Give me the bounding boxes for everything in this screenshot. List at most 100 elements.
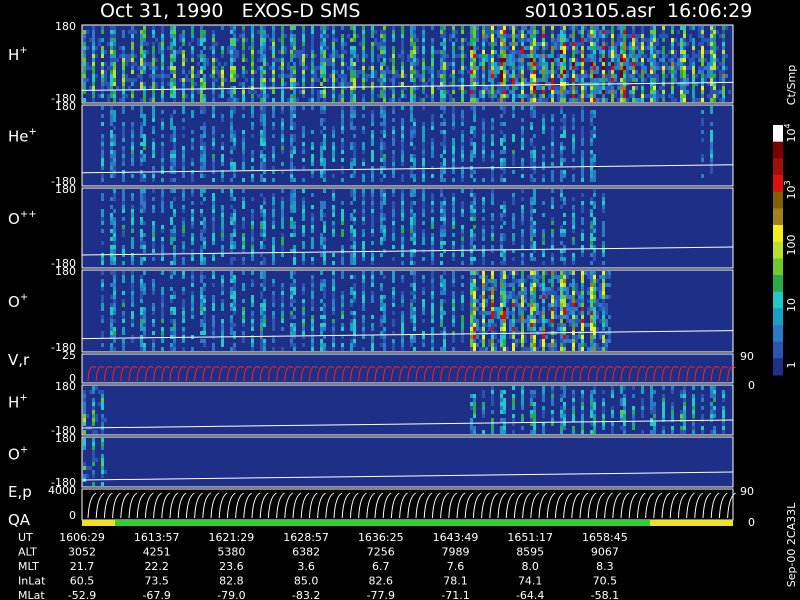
spectrogram-cell — [392, 30, 395, 34]
spectrogram-cell — [437, 70, 440, 74]
spectrogram-cell — [410, 30, 413, 34]
spectrogram-cell — [650, 70, 653, 74]
spectrogram-cell — [503, 58, 506, 62]
spectrogram-cell — [362, 58, 365, 62]
spectrogram-cell — [221, 94, 224, 98]
spectrogram-cell — [353, 38, 356, 42]
spectrogram-cell — [293, 233, 296, 237]
spectrogram-cell — [323, 162, 326, 166]
spectrogram-cell — [272, 225, 275, 229]
spectrogram-cell — [641, 30, 644, 34]
spectrogram-cell — [473, 319, 476, 323]
spectrogram-cell — [122, 46, 125, 50]
spectrogram-cell — [443, 339, 446, 343]
spectrogram-cell — [605, 90, 608, 94]
spectrogram-cell — [635, 38, 638, 42]
spectrogram-cell — [452, 46, 455, 50]
spectrogram-cell — [461, 122, 464, 126]
spectrogram-cell — [104, 50, 107, 54]
spectrogram-cell — [332, 221, 335, 225]
spectrogram-cell — [263, 30, 266, 34]
spectrogram-cell — [422, 221, 425, 225]
spectrogram-cell — [233, 90, 236, 94]
spectrogram-cell — [182, 30, 185, 34]
spectrogram-cell — [362, 106, 365, 110]
spectrogram-cell — [422, 189, 425, 193]
spectrogram-cell — [554, 58, 557, 62]
spectrogram-cell — [260, 122, 263, 126]
spectrogram-cell — [602, 46, 605, 50]
spectrogram-cell — [281, 146, 284, 150]
spectrogram-cell — [212, 106, 215, 110]
spectrogram-cell — [272, 166, 275, 170]
spectrogram-cell — [443, 46, 446, 50]
spectrogram-cell — [152, 229, 155, 233]
spectrogram-cell — [470, 30, 473, 34]
spectrogram-cell — [482, 245, 485, 249]
spectrogram-cell — [272, 217, 275, 221]
spectrogram-cell — [392, 134, 395, 138]
spectrogram-cell — [461, 253, 464, 257]
spectrogram-cell — [662, 38, 665, 42]
spectrogram-cell — [392, 229, 395, 233]
spectrogram-cell — [563, 229, 566, 233]
spectrogram-cell — [230, 90, 233, 94]
spectrogram-cell — [290, 299, 293, 303]
spectrogram-cell — [503, 70, 506, 74]
spectrogram-cell — [332, 275, 335, 279]
spectrogram-cell — [704, 74, 707, 78]
spectrogram-cell — [656, 78, 659, 82]
spectrogram-cell — [521, 209, 524, 213]
spectrogram-cell — [521, 98, 524, 102]
spectrogram-cell — [221, 90, 224, 94]
spectrogram-cell — [497, 26, 500, 30]
spectrogram-cell — [323, 287, 326, 291]
spectrogram-cell — [692, 66, 695, 70]
spectrogram-cell — [329, 58, 332, 62]
spectrogram-cell — [272, 110, 275, 114]
spectrogram-cell — [377, 58, 380, 62]
spectrogram-cell — [260, 303, 263, 307]
spectrogram-cell — [146, 50, 149, 54]
spectrogram-cell — [413, 275, 416, 279]
spectrogram-cell — [416, 50, 419, 54]
spectrogram-cell — [713, 74, 716, 78]
spectrogram-cell — [401, 82, 404, 86]
spectrogram-cell — [203, 283, 206, 287]
spectrogram-cell — [92, 78, 95, 82]
spectrogram-cell — [362, 275, 365, 279]
spectrogram-cell — [203, 146, 206, 150]
spectrogram-cell — [371, 339, 374, 343]
spectrogram-cell — [152, 178, 155, 182]
spectrogram-cell — [521, 26, 524, 30]
spectrogram-cell — [533, 197, 536, 201]
spectrogram-cell — [617, 86, 620, 90]
spectrogram-cell — [593, 38, 596, 42]
spectrogram-cell — [161, 178, 164, 182]
spectrogram-cell — [371, 299, 374, 303]
spectrogram-cell — [230, 237, 233, 241]
spectrogram-cell — [662, 70, 665, 74]
spectrogram-cell — [656, 62, 659, 66]
spectrogram-cell — [443, 233, 446, 237]
spectrogram-cell — [143, 245, 146, 249]
spectrogram-cell — [500, 241, 503, 245]
spectrogram-cell — [341, 221, 344, 225]
spectrogram-cell — [482, 86, 485, 90]
spectrogram-cell — [482, 42, 485, 46]
spectrogram-cell — [431, 287, 434, 291]
spectrogram-cell — [410, 74, 413, 78]
spectrogram-cell — [560, 70, 563, 74]
spectrogram-cell — [293, 26, 296, 30]
spectrogram-cell — [203, 343, 206, 347]
spectrogram-cell — [131, 174, 134, 178]
spectrogram-cell — [233, 197, 236, 201]
spectrogram-cell — [116, 58, 119, 62]
spectrogram-cell — [152, 70, 155, 74]
spectrogram-cell — [233, 245, 236, 249]
spectrogram-cell — [521, 261, 524, 265]
spectrogram-cell — [173, 178, 176, 182]
spectrogram-cell — [110, 134, 113, 138]
spectrogram-cell — [170, 50, 173, 54]
spectrogram-cell — [392, 86, 395, 90]
